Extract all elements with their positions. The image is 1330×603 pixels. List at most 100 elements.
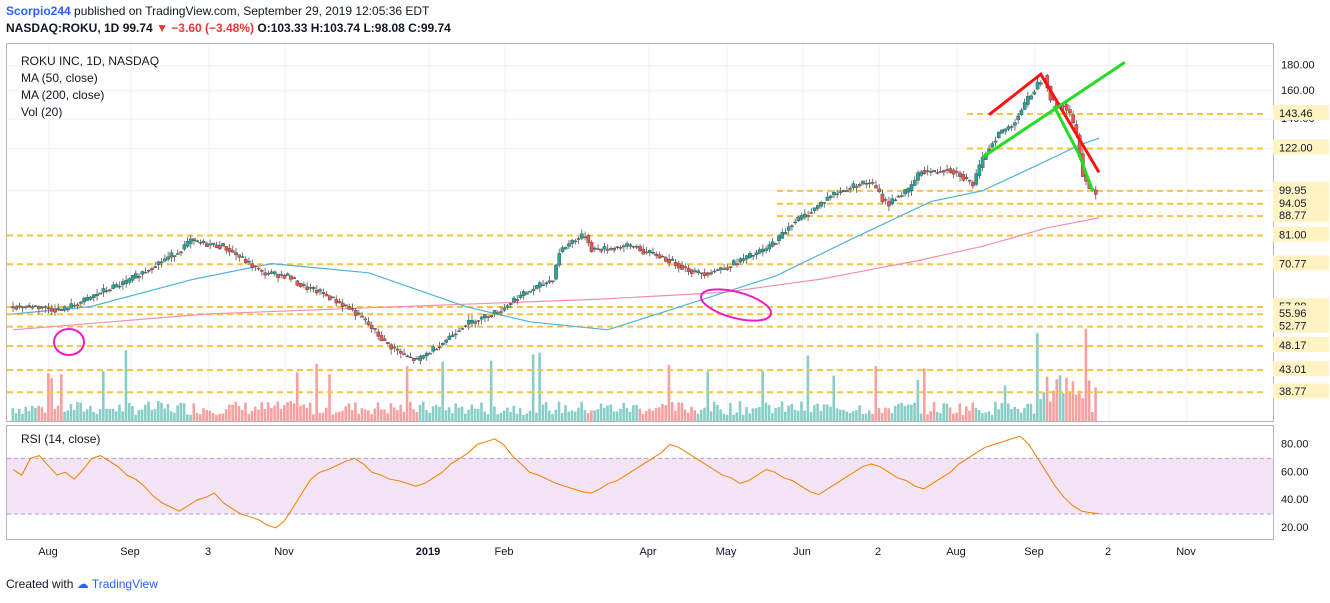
- volume-bar: [124, 350, 128, 421]
- candle-body: [143, 271, 148, 274]
- candle-body: [1009, 126, 1014, 128]
- trend-line-green: [1052, 105, 1094, 192]
- volume-bar: [460, 406, 464, 421]
- volume-bar: [906, 404, 910, 421]
- volume-bar: [884, 407, 887, 421]
- price-chart-canvas[interactable]: [7, 44, 1273, 421]
- candle-body: [82, 297, 86, 303]
- volume-bar: [312, 414, 315, 421]
- volume-bar: [522, 414, 525, 421]
- rsi-panel[interactable]: RSI (14, close): [6, 425, 1274, 540]
- candle-body: [489, 315, 494, 318]
- volume-bar: [451, 413, 454, 421]
- volume-bar: [932, 402, 936, 421]
- candle-body: [945, 169, 949, 171]
- volume-bar: [24, 406, 28, 421]
- candle-body: [11, 306, 15, 309]
- candle-body: [967, 180, 972, 182]
- volume-bar: [790, 403, 794, 421]
- volume-bar: [622, 402, 625, 421]
- volume-legend: Vol (20): [21, 105, 63, 119]
- volume-bar: [82, 411, 86, 421]
- volume-bar: [496, 414, 499, 421]
- volume-bar: [871, 413, 874, 421]
- volume-bar: [483, 411, 486, 421]
- price-level-label: 99.95: [1279, 185, 1307, 197]
- volume-bar: [590, 410, 593, 421]
- volume-bar: [21, 413, 24, 421]
- price-axis[interactable]: 180.00160.00140.00122.00100.00143.46122.…: [1273, 43, 1329, 539]
- volume-bar: [383, 409, 386, 421]
- ma200-line: [12, 217, 1100, 331]
- volume-bar: [793, 409, 797, 421]
- candle-body: [454, 333, 458, 336]
- candle-body: [780, 232, 785, 239]
- rsi-canvas[interactable]: [7, 426, 1273, 539]
- volume-bar: [341, 410, 344, 421]
- volume-bar: [725, 414, 729, 421]
- volume-bar: [409, 401, 412, 421]
- candle-body: [854, 185, 859, 188]
- volume-bar: [1094, 387, 1097, 421]
- candle-body: [14, 306, 19, 310]
- rsi-tick-label: 80.00: [1281, 439, 1309, 451]
- volume-bar: [315, 363, 318, 421]
- price-level-label: 70.77: [1279, 258, 1307, 270]
- volume-bar: [816, 403, 819, 421]
- volume-bar: [1074, 394, 1078, 421]
- candle-body: [59, 309, 64, 312]
- volume-bar: [11, 408, 15, 421]
- volume-bar: [729, 402, 732, 421]
- volume-bar: [367, 410, 370, 421]
- candle-body: [295, 280, 300, 286]
- volume-bar: [454, 403, 457, 421]
- candle-body: [673, 261, 678, 267]
- time-tick-label: Aug: [946, 546, 966, 558]
- candle-body: [942, 170, 946, 173]
- volume-bar: [47, 373, 50, 421]
- volume-bar: [176, 405, 179, 421]
- candle-body: [101, 288, 106, 293]
- volume-bar: [987, 411, 991, 421]
- volume-bar: [922, 368, 926, 421]
- volume-bar: [169, 411, 173, 421]
- candle-body: [677, 263, 681, 269]
- volume-bar: [868, 410, 871, 421]
- volume-bar: [131, 406, 134, 421]
- candle-body: [534, 285, 539, 290]
- volume-bar: [800, 401, 803, 421]
- volume-bar: [754, 408, 758, 421]
- volume-bar: [826, 404, 829, 421]
- volume-bar: [43, 412, 47, 421]
- volume-bar: [609, 404, 613, 421]
- volume-bar: [680, 402, 684, 421]
- volume-bar: [506, 407, 509, 421]
- volume-bar: [990, 414, 994, 421]
- volume-bar: [819, 410, 823, 421]
- candle-body: [858, 184, 862, 186]
- volume-bar: [848, 412, 852, 421]
- candle-body: [292, 277, 296, 279]
- volume-bar: [1061, 393, 1065, 421]
- candle-body: [486, 316, 490, 318]
- volume-bar: [489, 360, 493, 421]
- price-level-tag: [1273, 207, 1329, 223]
- tradingview-link[interactable]: TradingView: [91, 577, 158, 591]
- volume-bar: [732, 414, 735, 421]
- candle-body: [825, 196, 830, 201]
- time-axis[interactable]: Aug Sep 3 Nov 2019 Feb Apr May Jun 2 Aug Sep 2 Nov: [6, 539, 1272, 563]
- author-link[interactable]: Scorpio244: [6, 4, 71, 18]
- volume-bar: [192, 403, 196, 421]
- candle-body: [137, 276, 141, 278]
- price-chart-panel[interactable]: ROKU INC, 1D, NASDAQ MA (50, close) MA (…: [6, 43, 1274, 422]
- candle-body: [1003, 128, 1008, 132]
- candle-body: [980, 156, 985, 168]
- candle-body: [515, 299, 520, 301]
- volume-bar: [27, 411, 31, 421]
- volume-bar: [354, 402, 357, 421]
- volume-bar: [202, 408, 205, 421]
- candle-body: [69, 303, 73, 308]
- candle-body: [363, 318, 368, 321]
- candle-body: [790, 225, 794, 227]
- breakout-ellipse: [53, 328, 85, 356]
